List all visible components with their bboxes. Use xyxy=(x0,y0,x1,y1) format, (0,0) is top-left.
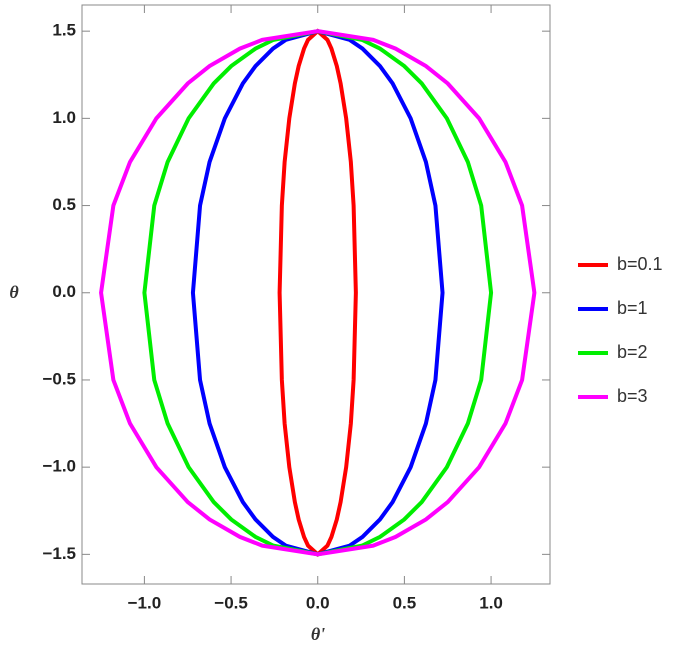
legend-label: b=1 xyxy=(617,298,648,318)
legend-label: b=0.1 xyxy=(617,254,663,274)
y-tick-label: 0.5 xyxy=(52,195,76,214)
curve xyxy=(99,29,537,557)
legend-label: b=3 xyxy=(617,386,648,406)
y-tick-label: −0.5 xyxy=(42,369,76,388)
x-tick-label: 1.0 xyxy=(479,593,503,612)
legend-label: b=2 xyxy=(617,342,648,362)
y-tick-label: −1.5 xyxy=(42,544,76,563)
plot-frame xyxy=(81,4,551,585)
x-tick-label: 0.0 xyxy=(306,593,330,612)
y-tick-label: −1.0 xyxy=(42,457,76,476)
y-tick-label: 1.5 xyxy=(52,21,76,40)
x-axis-label: θ' xyxy=(311,624,325,644)
y-tick-label: 0.0 xyxy=(52,282,76,301)
x-tick-label: 0.5 xyxy=(393,593,417,612)
x-tick-label: −1.0 xyxy=(128,593,162,612)
y-axis-label: θ xyxy=(9,282,19,302)
y-tick-label: 1.0 xyxy=(52,108,76,127)
curve xyxy=(142,29,494,557)
x-tick-label: −0.5 xyxy=(214,593,248,612)
curve xyxy=(277,28,358,558)
curve xyxy=(190,29,445,557)
